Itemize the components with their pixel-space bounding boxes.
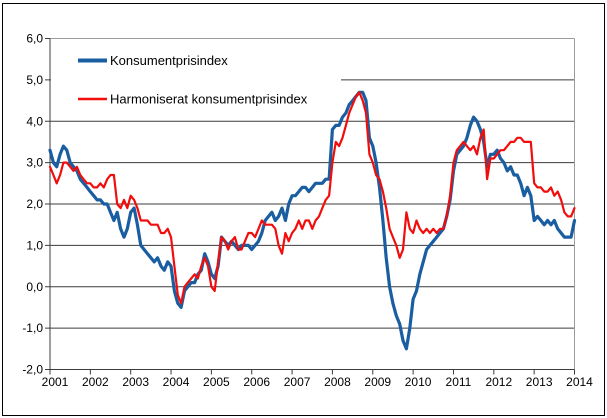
x-tick-label: 2007 (284, 375, 311, 389)
y-tick-label: 0,0 (26, 280, 43, 294)
x-tick-label: 2011 (446, 375, 472, 389)
x-tick-label: 2002 (82, 375, 109, 389)
legend-background (51, 44, 341, 114)
x-tick-label: 2014 (566, 375, 593, 389)
x-tick-label: 2008 (324, 375, 351, 389)
y-tick-label: 1,0 (26, 238, 43, 252)
hicp-series-line (48, 91, 576, 305)
x-tick-label: 2003 (122, 375, 149, 389)
x-tick-label: 2010 (405, 375, 432, 389)
y-tick-label: 2,0 (26, 197, 43, 211)
y-tick-label: 5,0 (26, 73, 43, 87)
y-tick-label: 6,0 (26, 32, 43, 46)
x-tick-label: 2004 (163, 375, 190, 389)
x-tick-label: 2001 (42, 375, 69, 389)
chart-frame (2, 3, 605, 416)
legend-label-harmoniserat: Harmoniserat konsumentprisindex (110, 92, 308, 107)
x-tick-label: 2013 (526, 375, 553, 389)
legend-label-konsumentprisindex: Konsumentprisindex (110, 53, 228, 68)
y-tick-label: -2,0 (22, 363, 43, 377)
y-tick-label: 3,0 (26, 156, 43, 170)
x-tick-label: 2005 (203, 375, 230, 389)
x-tick-label: 2012 (485, 375, 512, 389)
legend: Konsumentprisindex Harmoniserat konsumen… (51, 44, 341, 114)
y-tick-label: -1,0 (22, 321, 43, 335)
x-tick-label: 2009 (364, 375, 391, 389)
x-tick-label: 2006 (243, 375, 270, 389)
y-tick-label: 4,0 (26, 114, 43, 128)
cpi-series-line (48, 90, 577, 351)
